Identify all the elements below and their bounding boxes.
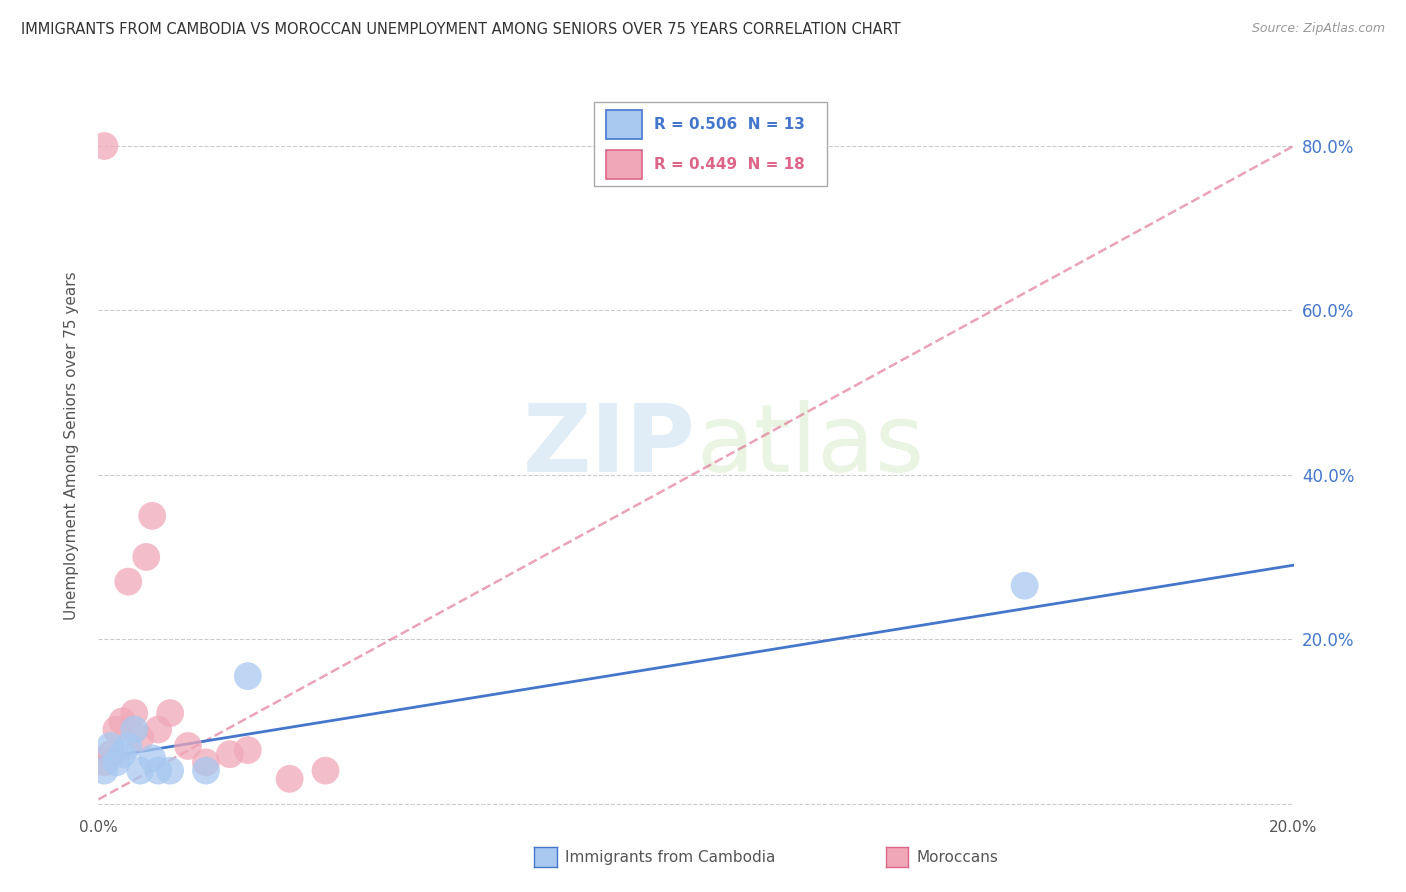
Point [111, 747, 134, 762]
Point [93, 139, 115, 153]
Point [148, 723, 170, 737]
Bar [606, 150, 643, 179]
Point [159, 764, 181, 778]
FancyBboxPatch shape [595, 103, 827, 186]
Point [117, 574, 139, 589]
Point [105, 723, 128, 737]
Text: Immigrants from Cambodia: Immigrants from Cambodia [565, 850, 776, 864]
Point [111, 714, 134, 729]
Text: R = 0.449  N = 18: R = 0.449 N = 18 [654, 157, 804, 172]
Point [98, 747, 122, 762]
Point [177, 739, 200, 753]
Point [135, 549, 157, 564]
Point [93, 756, 115, 770]
Point [98, 739, 122, 753]
Point [124, 723, 146, 737]
Point [148, 764, 170, 778]
Point [124, 706, 146, 720]
Point [129, 731, 152, 745]
Point [1014, 579, 1036, 593]
Point [117, 739, 139, 753]
Text: R = 0.506  N = 13: R = 0.506 N = 13 [654, 117, 806, 132]
Point [93, 764, 115, 778]
Point [278, 772, 301, 786]
Point [105, 756, 128, 770]
Point [159, 706, 181, 720]
Text: Moroccans: Moroccans [917, 850, 998, 864]
Text: ZIP: ZIP [523, 400, 696, 492]
Point [219, 747, 242, 762]
Bar [606, 110, 643, 139]
Text: Source: ZipAtlas.com: Source: ZipAtlas.com [1251, 22, 1385, 36]
Text: IMMIGRANTS FROM CAMBODIA VS MOROCCAN UNEMPLOYMENT AMONG SENIORS OVER 75 YEARS CO: IMMIGRANTS FROM CAMBODIA VS MOROCCAN UNE… [21, 22, 901, 37]
Point [141, 751, 163, 765]
Point [236, 669, 259, 683]
Point [129, 764, 152, 778]
Point [195, 756, 218, 770]
Y-axis label: Unemployment Among Seniors over 75 years: Unemployment Among Seniors over 75 years [65, 272, 79, 620]
Point [236, 743, 259, 757]
Text: atlas: atlas [696, 400, 924, 492]
Point [315, 764, 337, 778]
Point [141, 508, 163, 523]
Point [195, 764, 218, 778]
